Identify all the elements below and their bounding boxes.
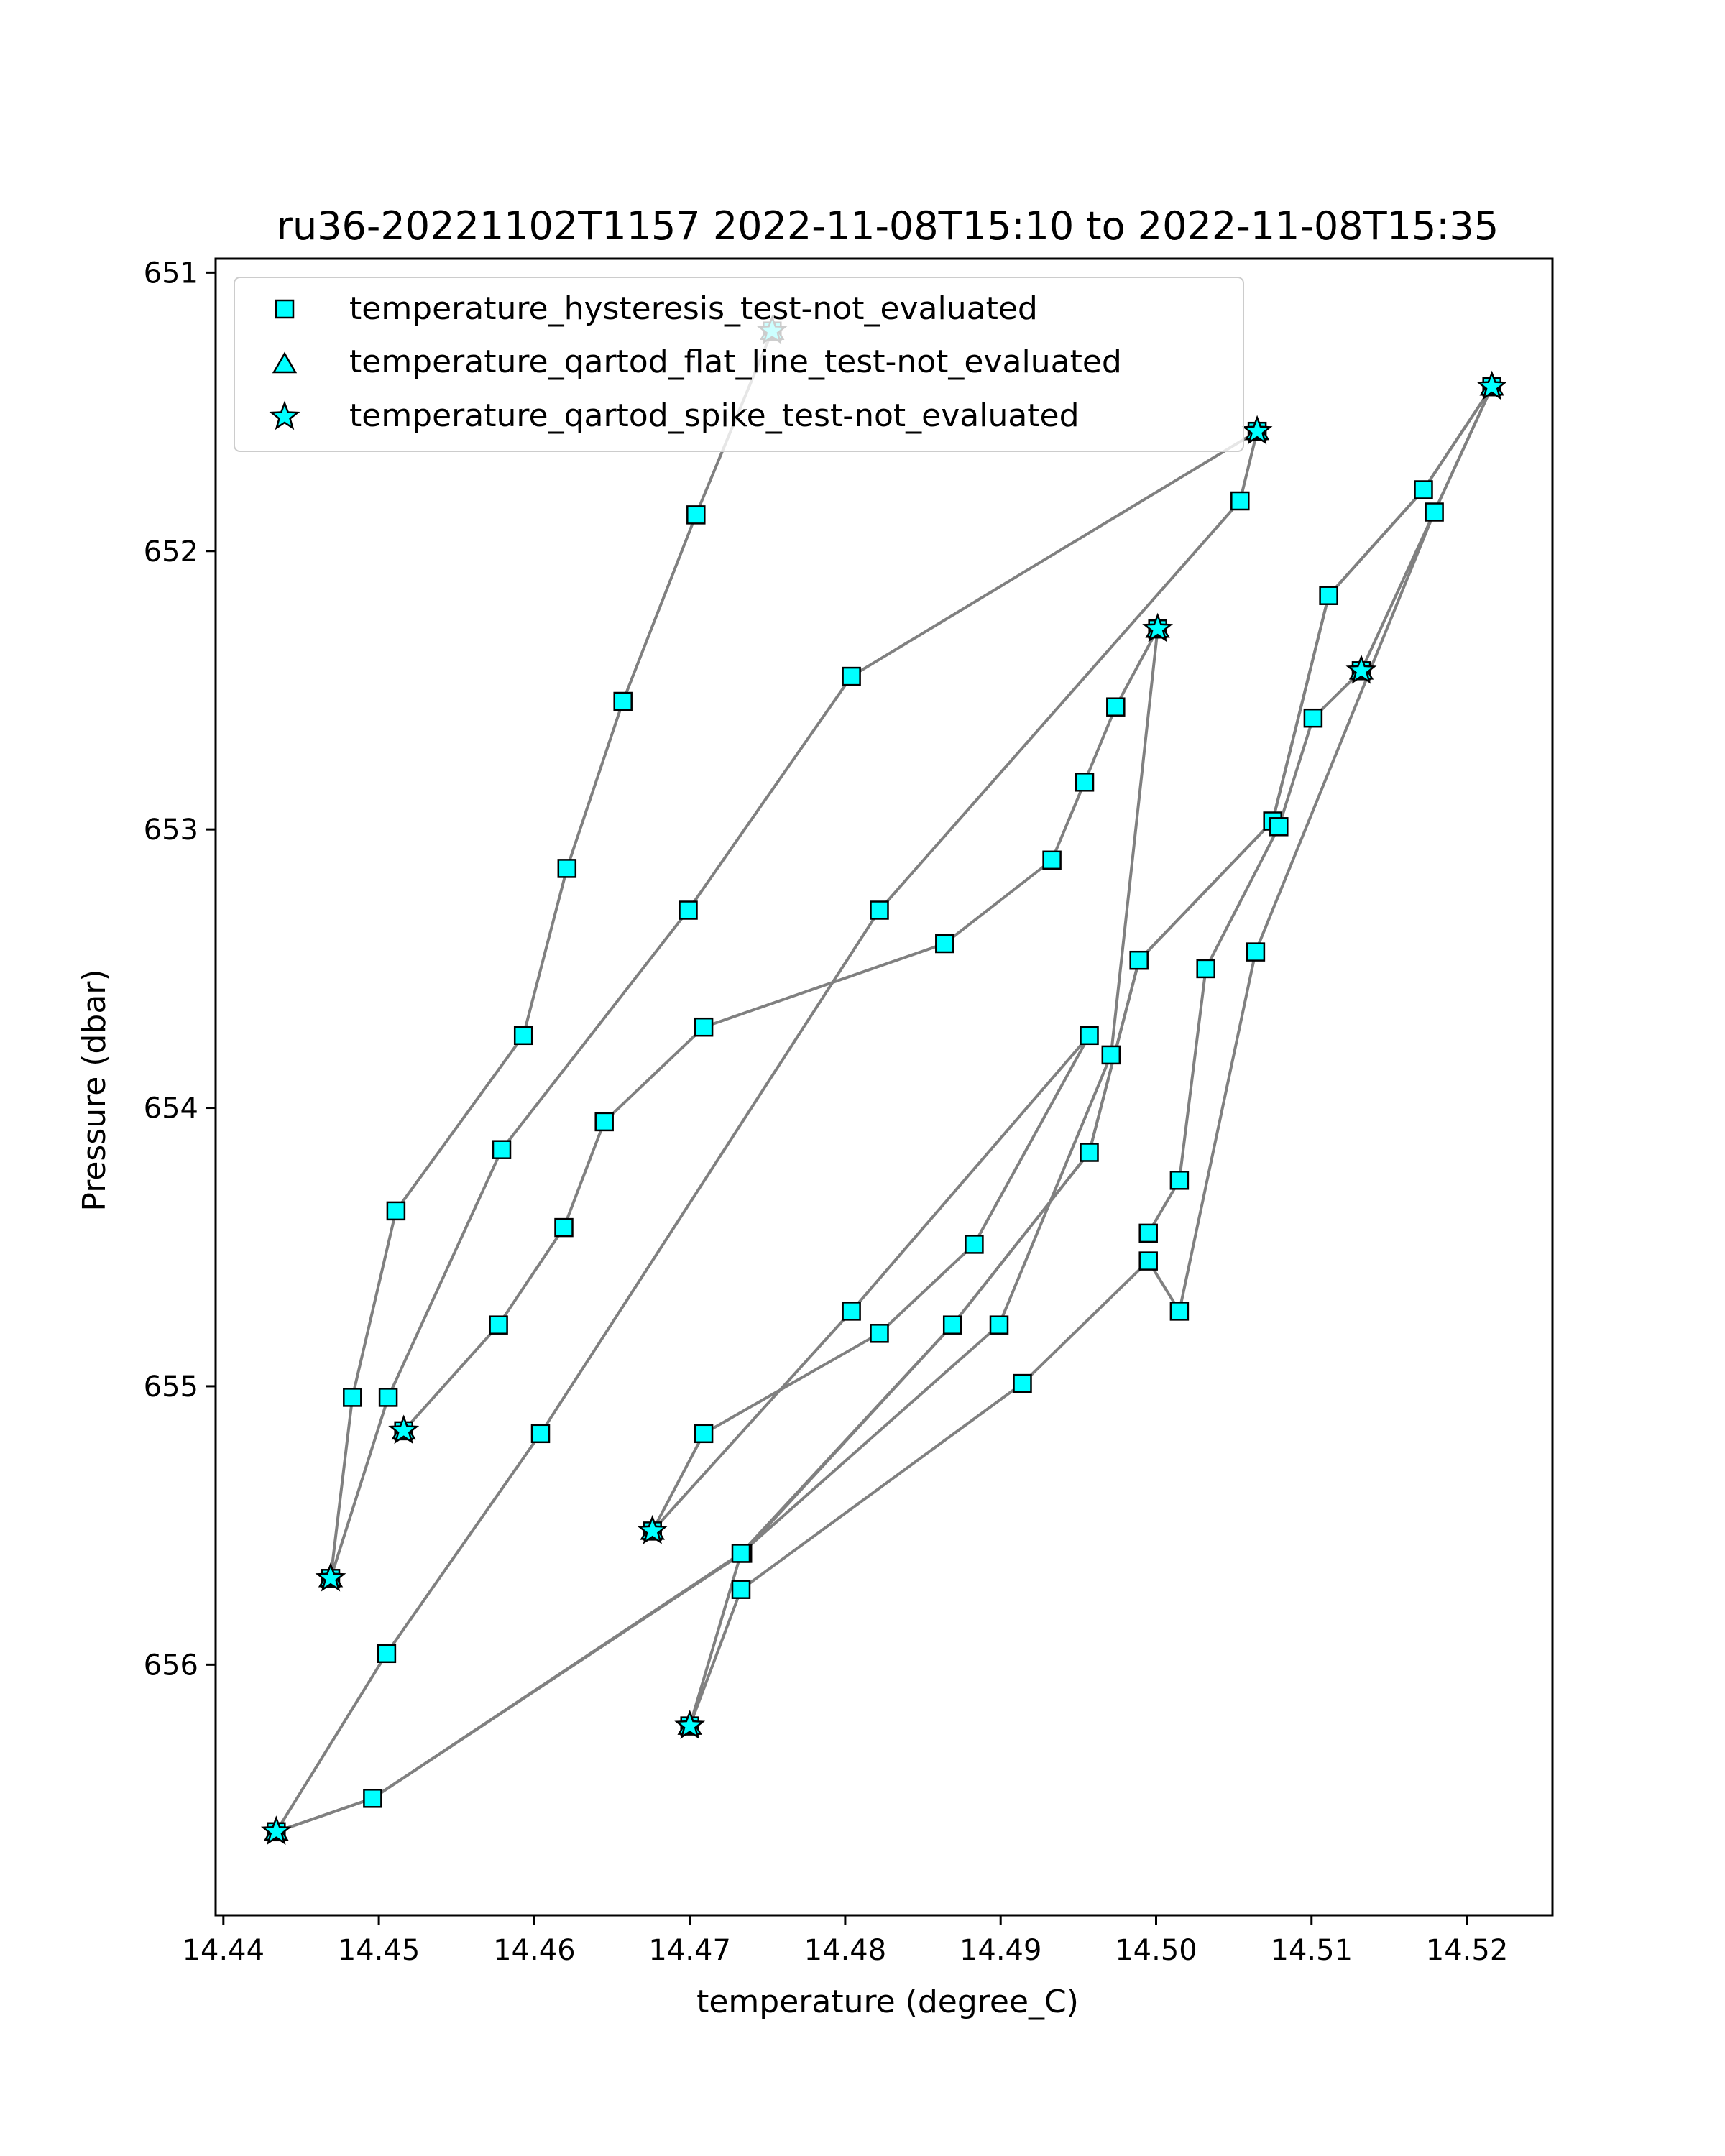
x-axis-label: temperature (degree_C) (696, 1984, 1079, 2020)
y-axis-ticks: 651 652 653 654 655 656 (144, 257, 216, 1682)
data-point (1246, 942, 1266, 962)
data-point (1319, 586, 1338, 605)
spike-point (388, 1414, 420, 1445)
spike-point (260, 1815, 292, 1846)
y-tick-label: 651 (144, 257, 198, 290)
data-point (1013, 1373, 1032, 1393)
data-point (870, 900, 889, 920)
y-tick-label: 653 (144, 814, 198, 847)
data-point (1425, 502, 1444, 522)
data-point (842, 666, 861, 686)
spike-point (1142, 612, 1174, 642)
spike-point (637, 1514, 668, 1544)
data-point (343, 1388, 362, 1407)
data-point (386, 1201, 406, 1221)
data-point (554, 1217, 574, 1238)
data-point (1129, 950, 1149, 970)
data-point (1075, 773, 1095, 792)
data-point (1138, 1251, 1158, 1271)
legend-triangle-marker (272, 351, 298, 374)
legend-entry-hysteresis: temperature_hysteresis_test-not_evaluate… (349, 290, 1038, 327)
legend-entry-flat-line: temperature_qartod_flat_line_test-not_ev… (349, 344, 1122, 380)
y-tick-label: 654 (144, 1092, 198, 1125)
data-point (557, 859, 577, 878)
data-point (378, 1388, 398, 1407)
x-tick-label: 14.45 (338, 1934, 420, 1967)
data-point (1230, 491, 1250, 511)
data-point (613, 691, 632, 711)
data-point (731, 1544, 751, 1563)
chart-title: ru36-20221102T1157 2022-11-08T15:10 to 2… (277, 203, 1499, 249)
data-point (1269, 817, 1289, 837)
data-point (842, 1302, 861, 1321)
data-point (492, 1140, 512, 1159)
x-tick-label: 14.46 (493, 1934, 576, 1967)
x-tick-label: 14.47 (648, 1934, 731, 1967)
series-line (272, 330, 1494, 1835)
series-lines (272, 330, 1494, 1835)
x-tick-label: 14.48 (804, 1934, 887, 1967)
data-point (686, 505, 706, 525)
x-tick-label: 14.51 (1271, 1934, 1353, 1967)
data-point (377, 1644, 397, 1664)
data-point (942, 1315, 962, 1335)
data-point (489, 1315, 508, 1335)
y-tick-label: 656 (144, 1649, 198, 1682)
x-tick-label: 14.44 (183, 1934, 265, 1967)
data-point (1169, 1302, 1190, 1321)
data-point (678, 900, 698, 920)
y-tick-label: 652 (144, 535, 198, 568)
data-point (965, 1235, 984, 1254)
series-line-segment (275, 386, 1494, 1833)
data-point (530, 1424, 551, 1444)
x-tick-label: 14.50 (1115, 1934, 1197, 1967)
spike-point (1346, 654, 1377, 684)
legend: temperature_hysteresis_test-not_evaluate… (234, 277, 1244, 452)
plot-area-frame (214, 257, 1554, 1917)
data-point (1414, 480, 1433, 499)
spike-point (315, 1562, 346, 1592)
data-point (1080, 1143, 1099, 1162)
legend-square-marker (275, 299, 295, 319)
data-point (1196, 959, 1215, 979)
legend-entry-spike: temperature_qartod_spike_test-not_evalua… (349, 397, 1080, 434)
spike-point (1476, 370, 1508, 400)
data-point (989, 1315, 1009, 1335)
data-point (694, 1017, 714, 1037)
x-tick-label: 14.49 (960, 1934, 1042, 1967)
data-point (731, 1580, 751, 1599)
data-point (1138, 1223, 1158, 1243)
data-point (694, 1424, 714, 1444)
x-tick-label: 14.52 (1426, 1934, 1509, 1967)
series-markers (260, 315, 1508, 1846)
x-axis-ticks: 14.44 14.45 14.46 14.47 14.48 14.49 14.50 14.51… (183, 1915, 1509, 1967)
data-point (363, 1789, 382, 1808)
data-point (1101, 1045, 1121, 1065)
data-point (594, 1112, 614, 1132)
data-point (1080, 1026, 1099, 1046)
y-tick-label: 655 (144, 1370, 198, 1404)
data-point (513, 1026, 533, 1046)
spike-point (1241, 415, 1273, 445)
data-point (1169, 1171, 1190, 1190)
spike-point (674, 1710, 706, 1739)
data-point (870, 1324, 889, 1343)
data-point (935, 934, 954, 954)
series-line-segment (650, 1034, 1091, 1532)
data-point (1303, 708, 1323, 728)
data-point (1042, 850, 1062, 870)
y-axis-label: Pressure (dbar) (76, 969, 113, 1211)
legend-star-marker (269, 400, 300, 430)
data-point (1106, 697, 1126, 717)
legend-box (234, 277, 1244, 452)
